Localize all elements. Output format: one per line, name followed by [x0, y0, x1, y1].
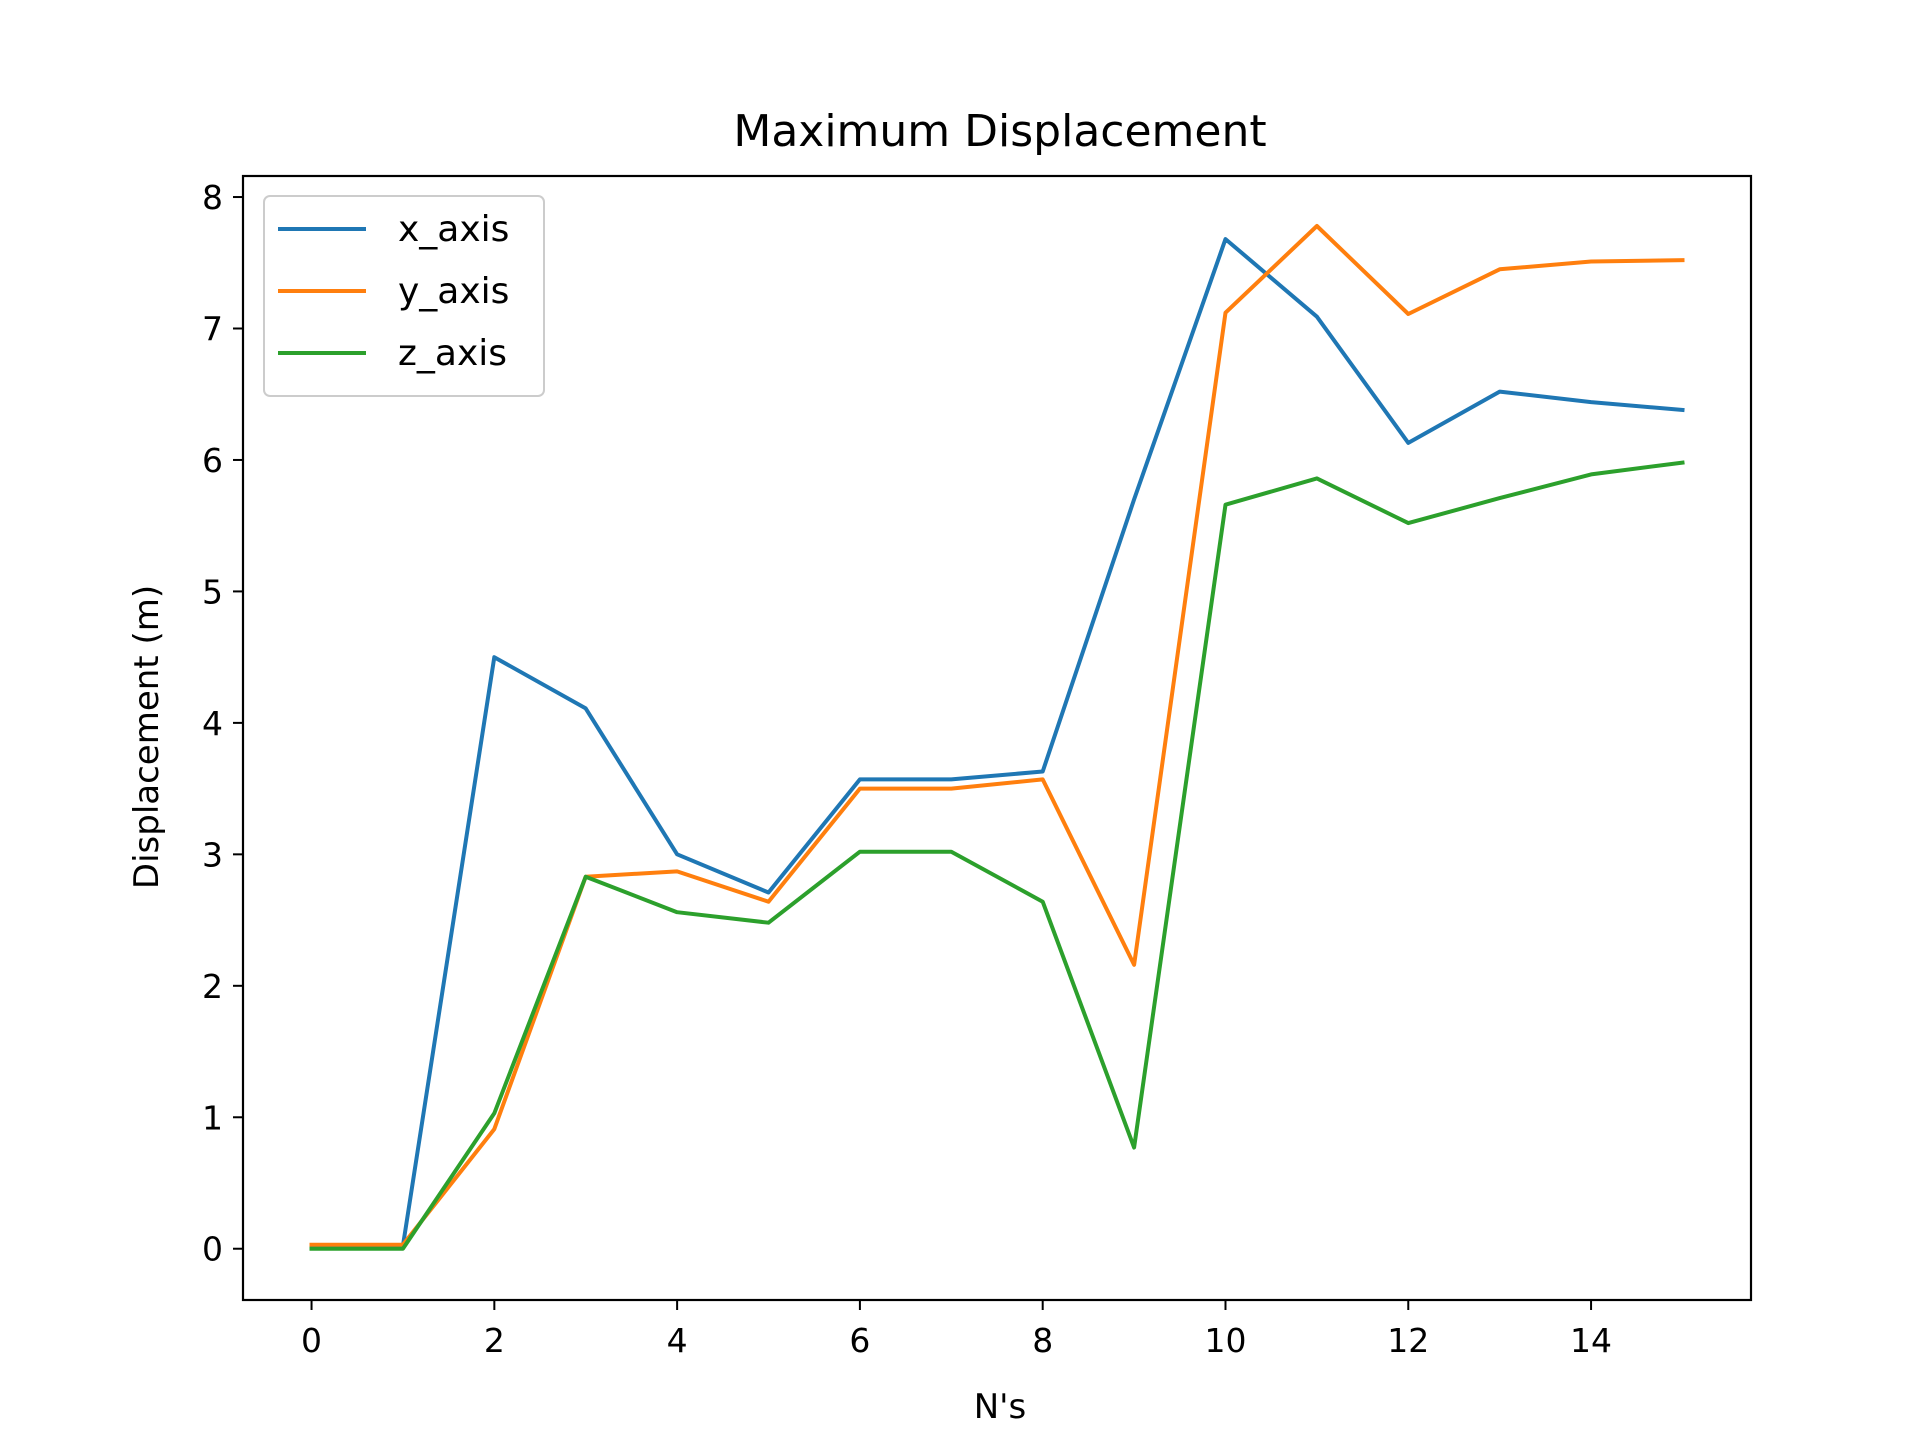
y-tick-label: 4 [202, 704, 223, 743]
y-tick-label: 5 [202, 572, 223, 611]
chart-title: Maximum Displacement [733, 106, 1266, 157]
x-tick-label: 4 [667, 1321, 688, 1360]
y-axis-ticks: 0 1 2 3 4 5 6 7 8 [202, 178, 243, 1269]
y-tick-label: 3 [202, 835, 223, 874]
y-tick-label: 2 [202, 967, 223, 1006]
x-tick-label: 12 [1387, 1321, 1429, 1360]
series-line-x-axis [309, 237, 1685, 1249]
series-layer [309, 224, 1685, 1251]
x-tick-label: 6 [849, 1321, 870, 1360]
y-tick-label: 1 [202, 1098, 223, 1137]
x-tick-label: 0 [301, 1321, 322, 1360]
y-tick-label: 0 [202, 1230, 223, 1269]
legend-box [263, 195, 545, 397]
legend-label: x_axis [398, 209, 509, 250]
x-axis-ticks: 0 2 4 6 8 10 12 14 [301, 1300, 1612, 1360]
x-tick-label: 2 [484, 1321, 505, 1360]
series-line-z-axis [309, 460, 1685, 1251]
legend-label: z_axis [398, 333, 507, 374]
y-tick-label: 6 [202, 441, 223, 480]
plot-area-frame [241, 174, 1753, 1302]
series-line-y-axis [309, 224, 1685, 1247]
legend: x_axis y_axis z_axis [263, 195, 545, 397]
x-tick-label: 10 [1204, 1321, 1246, 1360]
y-axis-label: Displacement (m) [127, 585, 167, 889]
x-tick-label: 14 [1570, 1321, 1612, 1360]
x-axis-label: N's [974, 1387, 1027, 1427]
x-tick-label: 8 [1032, 1321, 1053, 1360]
legend-label: y_axis [398, 271, 509, 312]
y-tick-label: 8 [202, 178, 223, 217]
y-tick-label: 7 [202, 309, 223, 348]
